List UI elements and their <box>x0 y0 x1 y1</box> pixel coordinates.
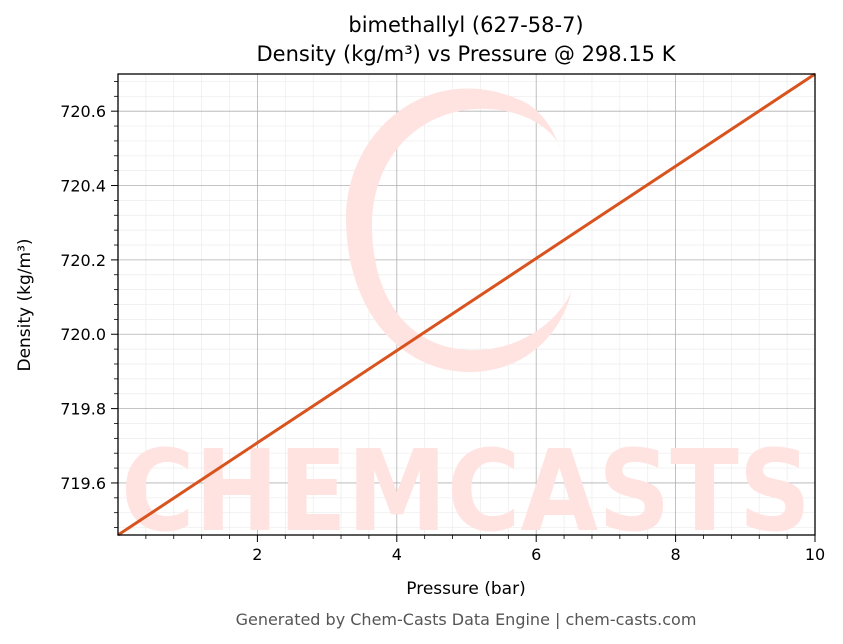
y-tick-label: 720.0 <box>60 325 106 344</box>
watermark-text: CHEMCASTS <box>121 427 811 557</box>
x-axis-ticks: 2 4 6 8 10 <box>145 535 825 564</box>
x-tick-label: 8 <box>671 545 681 564</box>
x-tick-label: 6 <box>531 545 541 564</box>
minor-grid <box>118 74 815 535</box>
series-layer <box>117 72 816 537</box>
x-axis-label: Pressure (bar) <box>406 579 525 599</box>
y-tick-label: 720.6 <box>60 102 106 121</box>
chart-title-line1: bimethallyl (627-58-7) <box>348 13 583 37</box>
x-tick-label: 4 <box>392 545 402 564</box>
footer-credit: Generated by Chem-Casts Data Engine | ch… <box>236 610 697 629</box>
major-grid <box>118 74 816 535</box>
y-tick-label: 719.6 <box>60 474 106 493</box>
y-axis-label: Density (kg/m³) <box>15 238 35 371</box>
density-line <box>117 72 816 537</box>
y-axis-ticks: 719.6 719.8 720.0 720.2 720.4 720.6 <box>60 81 118 528</box>
y-tick-label: 719.8 <box>60 400 106 419</box>
x-tick-label: 10 <box>805 545 825 564</box>
chart-title-line2: Density (kg/m³) vs Pressure @ 298.15 K <box>256 42 676 66</box>
y-tick-label: 720.2 <box>60 251 106 270</box>
x-tick-label: 2 <box>252 545 262 564</box>
plot-area: CHEMCASTS <box>117 72 816 557</box>
y-tick-label: 720.4 <box>60 177 106 196</box>
